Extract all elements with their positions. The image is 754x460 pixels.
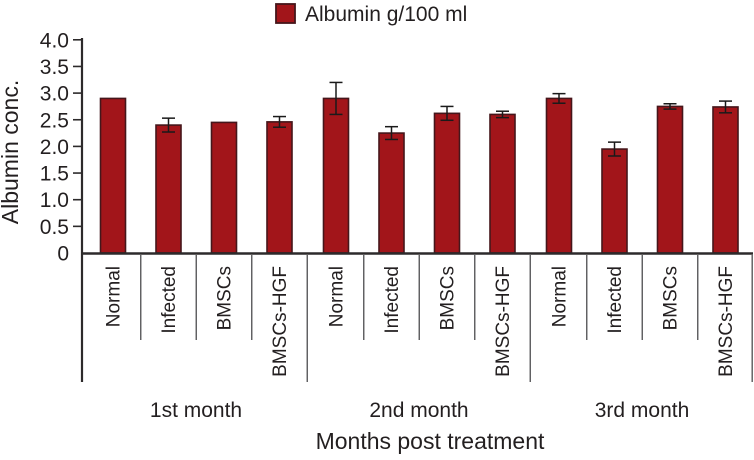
bar-bmscs-hgf (489, 113, 516, 254)
y-tick-label: 0 (57, 243, 69, 266)
y-tick-label: 1.0 (40, 189, 69, 212)
legend-label: Albumin g/100 ml (305, 3, 467, 26)
y-tick-label: 2.0 (40, 136, 69, 159)
bar-label-normal: Normal (549, 266, 570, 327)
x-axis-title: Months post treatment (316, 428, 545, 454)
bar-label-bmscs: BMSCs (214, 266, 235, 330)
bar-normal (545, 97, 573, 254)
bars (99, 97, 739, 254)
bar-label-infected: Infected (382, 266, 403, 334)
bar-infected (601, 148, 628, 254)
bar-label-normal: Normal (326, 266, 347, 327)
bar-infected (378, 132, 405, 254)
y-axis-ticks: 4.0 3.5 3.0 2.5 2.0 1.5 1.0 0.5 0 (40, 29, 82, 266)
bar-bmscs (656, 105, 684, 254)
bar-label-bmscs: BMSCs (437, 266, 458, 330)
y-tick-label: 4.0 (40, 29, 69, 52)
bar-label-bmscs-hgf: BMSCs-HGF (493, 266, 514, 377)
y-axis-title: Albumin conc. (0, 80, 23, 224)
y-tick-label: 1.5 (40, 163, 69, 186)
bar-label-bmscs-hgf: BMSCs-HGF (716, 266, 737, 377)
legend-swatch-icon (275, 3, 296, 24)
group-label-3rd-month: 3rd month (595, 399, 690, 422)
bar-label-bmscs: BMSCs (660, 266, 681, 330)
group-label-1st-month: 1st month (150, 399, 242, 422)
y-tick-label: 2.5 (40, 109, 69, 132)
group-label-2nd-month: 2nd month (369, 399, 468, 422)
y-tick-label: 0.5 (40, 216, 69, 239)
bar-bmscs (433, 112, 461, 254)
bar-label-infected: Infected (159, 266, 180, 334)
legend: Albumin g/100 ml (275, 3, 467, 26)
bar-label-bmscs-hgf: BMSCs-HGF (270, 266, 291, 377)
bar-category-labels: Normal Infected BMSCs BMSCs-HGF Normal Infect… (103, 266, 737, 377)
category-separators (140, 255, 753, 382)
bar-bmscs (210, 121, 238, 254)
y-tick-label: 3.0 (40, 83, 69, 106)
bar-bmscs-hgf (712, 106, 739, 254)
bar-infected (155, 124, 182, 254)
group-labels: 1st month 2nd month 3rd month (150, 399, 689, 422)
error-bars (162, 81, 732, 157)
bar-bmscs-hgf (266, 121, 293, 254)
bar-label-normal: Normal (103, 266, 124, 327)
bar-normal (322, 97, 350, 254)
bar-normal (99, 97, 127, 254)
y-tick-label: 3.5 (40, 56, 69, 79)
bar-label-infected: Infected (605, 266, 626, 334)
